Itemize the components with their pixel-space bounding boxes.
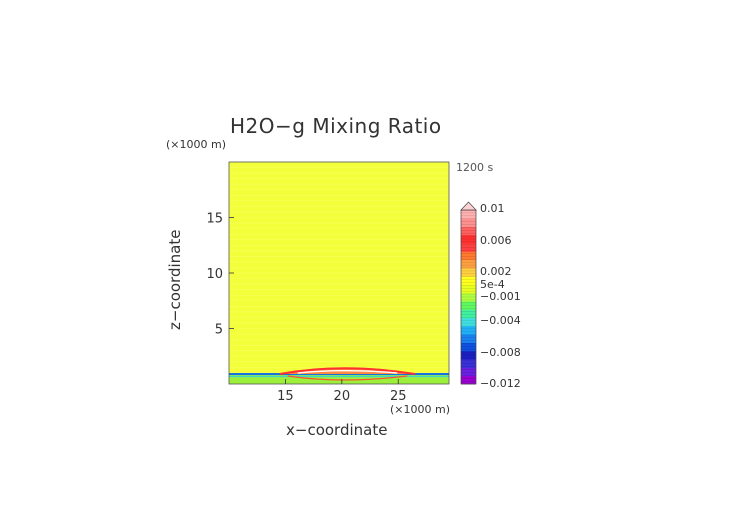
colorbar-label: 0.01 — [480, 202, 505, 215]
colorbar-segment — [461, 210, 476, 219]
y-tick-label: 15 — [206, 212, 223, 227]
colorbar-segment — [461, 342, 476, 352]
colorbar-segment — [461, 251, 476, 261]
x-tick-label: 25 — [390, 389, 407, 404]
x-tick-label: 15 — [277, 389, 294, 404]
x-axis-label: x−coordinate — [286, 421, 388, 439]
colorbar-segment — [461, 292, 476, 302]
colorbar-segment — [461, 367, 476, 377]
chart-title: H2O−g Mixing Ratio — [230, 114, 442, 138]
x-tick-label: 20 — [334, 389, 351, 404]
colorbar-segment — [461, 309, 476, 319]
y-axis-unit: (×1000 m) — [166, 138, 227, 151]
colorbar-segment — [461, 259, 476, 269]
colorbar-arrow — [460, 201, 477, 211]
colorbar-segment — [461, 359, 476, 368]
colorbar-segment — [461, 350, 476, 360]
bump-lower-lobe — [287, 375, 408, 381]
colorbar-label: 0.002 — [480, 265, 512, 278]
colorbar-label: 0.006 — [480, 234, 512, 247]
colorbar-label: −0.001 — [480, 290, 521, 303]
colorbar-segment — [461, 218, 476, 227]
bump-core — [297, 370, 398, 374]
colorbar-segment — [461, 317, 476, 327]
colorbar-label: −0.008 — [480, 346, 521, 359]
colorbar-segment — [461, 234, 476, 244]
x-axis-unit: (×1000 m) — [390, 403, 451, 416]
ground-band — [229, 374, 449, 384]
colorbar-segment — [461, 375, 476, 385]
colorbar-segment — [461, 301, 476, 310]
bump-outline — [279, 367, 416, 375]
y-axis-label: z−coordinate — [166, 229, 184, 330]
colorbar-label: −0.012 — [480, 377, 521, 390]
colorbar-label: −0.004 — [480, 314, 521, 327]
y-tick-label: 10 — [206, 267, 223, 282]
colorbar-label: 5e-4 — [480, 278, 505, 291]
colorbar-segment — [461, 284, 476, 294]
colorbar-segment — [461, 268, 476, 277]
y-tick-label: 5 — [215, 323, 223, 338]
colorbar-segment — [461, 326, 476, 335]
colorbar-segment — [461, 276, 476, 285]
colorbar-segment — [461, 334, 476, 343]
cyan-band-line — [229, 375, 449, 378]
colorbar-segment — [461, 226, 476, 236]
time-label: 1200 s — [456, 161, 494, 174]
colorbar-segment — [461, 243, 476, 252]
